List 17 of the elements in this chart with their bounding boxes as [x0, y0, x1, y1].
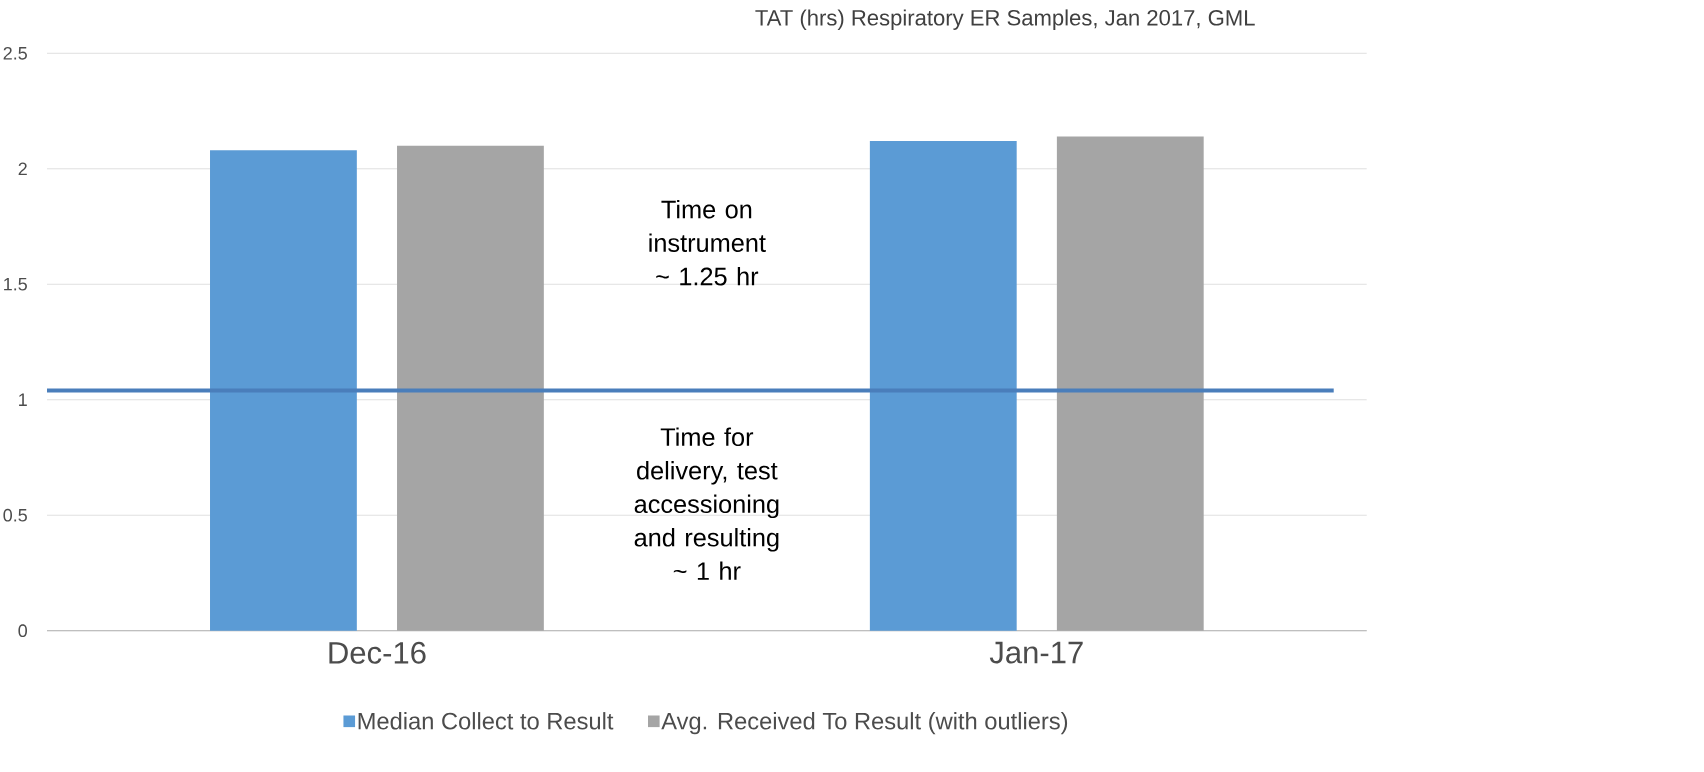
y-tick-label: 1.5 — [4, 278, 27, 291]
y-tick-label: 2 — [18, 162, 27, 176]
legend-label: Avg. Received To Result (with outliers) — [661, 712, 1068, 735]
legend-label: Median Collect to Result — [358, 712, 614, 730]
x-tick-label: Dec-16 — [329, 641, 426, 664]
annotation: Time on instrument ~ 1.25 hr — [649, 199, 766, 286]
y-tick-label: 1 — [19, 393, 27, 407]
y-tick-label: 0.5 — [3, 508, 27, 522]
y-tick-label: 0 — [18, 624, 28, 638]
bar — [869, 141, 1017, 631]
bar — [397, 145, 544, 631]
y-tick-label: 2.5 — [3, 47, 27, 60]
x-tick-label: Jan-17 — [989, 641, 1083, 664]
bar — [1056, 136, 1204, 631]
chart-title: TAT (hrs) Respiratory ER Samples, Jan 2017, GML — [755, 9, 1255, 31]
annotation: Time for delivery, test accessioning and resulting ~ 1 hr — [634, 427, 779, 580]
bar — [210, 150, 357, 631]
